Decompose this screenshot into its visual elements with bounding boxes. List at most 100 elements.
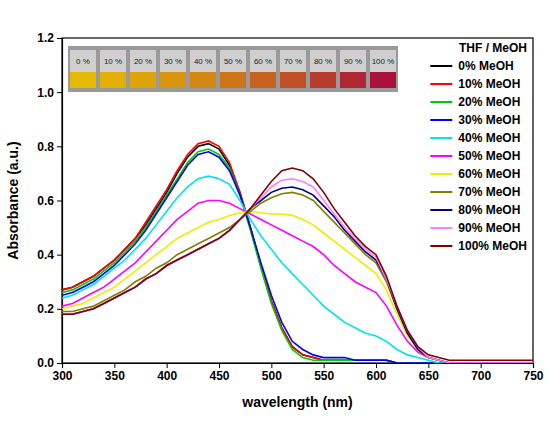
x-tick-mark xyxy=(167,363,168,368)
y-tick-label: 1.0 xyxy=(37,86,54,100)
x-tick-label: 600 xyxy=(366,369,386,383)
vial-solution xyxy=(70,72,96,88)
legend-swatch xyxy=(430,101,452,103)
y-tick: 1.0 xyxy=(37,86,62,100)
vial-top xyxy=(370,50,396,72)
legend-label: 80% MeOH xyxy=(458,203,520,217)
legend-swatch xyxy=(430,209,452,211)
x-tick: 550 xyxy=(314,363,334,383)
y-tick-mark xyxy=(57,363,62,364)
vial-solution xyxy=(340,72,366,88)
x-tick-mark xyxy=(376,363,377,368)
x-tick-label: 450 xyxy=(209,369,229,383)
x-tick: 500 xyxy=(262,363,282,383)
vial-solution xyxy=(310,72,336,88)
legend: THF / MeOH0% MeOH10% MeOH20% MeOH30% MeO… xyxy=(430,41,527,253)
lines xyxy=(62,141,533,363)
vial-label: 0 % xyxy=(76,57,90,66)
legend-swatch xyxy=(430,137,452,139)
y-tick-mark xyxy=(57,92,62,93)
series-line xyxy=(62,144,533,363)
x-tick-label: 750 xyxy=(523,369,543,383)
vial-top xyxy=(340,50,366,72)
x-tick-mark xyxy=(114,363,115,368)
legend-label: 0% MeOH xyxy=(458,59,513,73)
legend-label: 70% MeOH xyxy=(458,185,520,199)
x-tick-label: 550 xyxy=(314,369,334,383)
legend-label: 30% MeOH xyxy=(458,113,520,127)
vial-label: 30 % xyxy=(164,57,182,66)
vial-solution xyxy=(100,72,126,88)
y-tick-mark xyxy=(57,201,62,202)
x-tick-label: 300 xyxy=(52,369,72,383)
series-line xyxy=(62,192,533,363)
y-tick: 0.0 xyxy=(37,356,62,370)
y-tick: 0.4 xyxy=(37,248,62,262)
x-tick-label: 350 xyxy=(105,369,125,383)
series-line xyxy=(62,141,533,363)
series-line xyxy=(62,201,533,364)
vial-solution xyxy=(250,72,276,88)
vial-solution xyxy=(130,72,156,88)
vial-top xyxy=(190,50,216,72)
legend-swatch xyxy=(430,173,452,175)
series-line xyxy=(62,179,533,363)
legend-swatch xyxy=(430,65,452,67)
x-axis-title: wavelength (nm) xyxy=(241,394,352,410)
y-axis: 0.0 0.2 0.4 0.6 0.8 1.0 1.2 xyxy=(37,31,62,370)
x-tick-mark xyxy=(533,363,534,368)
vial-label: 20 % xyxy=(134,57,152,66)
x-tick-mark xyxy=(481,363,482,368)
vial-label: 60 % xyxy=(254,57,272,66)
x-tick-label: 700 xyxy=(471,369,491,383)
legend-swatch xyxy=(430,155,452,157)
y-tick-mark xyxy=(57,309,62,310)
series-line xyxy=(62,152,533,363)
vial-solution xyxy=(370,72,396,88)
y-axis-line xyxy=(57,39,63,364)
y-tick-label: 0.4 xyxy=(37,248,54,262)
series-line xyxy=(62,211,533,363)
legend-label: 40% MeOH xyxy=(458,131,520,145)
vial-label: 90 % xyxy=(344,57,362,66)
vial-label: 10 % xyxy=(104,57,122,66)
legend-swatch xyxy=(430,191,452,193)
y-tick-label: 0.2 xyxy=(37,302,54,316)
vial-label: 50 % xyxy=(224,57,242,66)
legend-swatch xyxy=(430,119,452,121)
vial-solution xyxy=(280,72,306,88)
y-tick-label: 1.2 xyxy=(37,31,54,45)
x-tick: 400 xyxy=(157,363,177,383)
legend-label: 90% MeOH xyxy=(458,221,520,235)
legend-swatch xyxy=(430,227,452,229)
legend-label: 60% MeOH xyxy=(458,167,520,181)
y-tick-label: 0.8 xyxy=(37,140,54,154)
vial-solution xyxy=(190,72,216,88)
x-axis-line xyxy=(63,364,534,369)
vial-label: 80 % xyxy=(314,57,332,66)
vial-top xyxy=(280,50,306,72)
y-tick: 0.6 xyxy=(37,194,62,208)
chart: 3003504004505005506006507007500.00.20.40… xyxy=(0,0,555,421)
vial-label: 100 % xyxy=(372,57,395,66)
series-line xyxy=(62,168,533,360)
series-line xyxy=(62,149,533,363)
x-tick-label: 500 xyxy=(262,369,282,383)
x-tick-label: 650 xyxy=(419,369,439,383)
y-tick-mark xyxy=(57,146,62,147)
vial-label: 70 % xyxy=(284,57,302,66)
inset-photo: 0 %10 %20 %30 %40 %50 %60 %70 %80 %90 %1… xyxy=(68,46,398,92)
plot-frame xyxy=(62,38,533,363)
vial-top xyxy=(220,50,246,72)
x-tick: 350 xyxy=(105,363,125,383)
y-tick: 0.8 xyxy=(37,140,62,154)
x-tick-mark xyxy=(271,363,272,368)
vial-solution xyxy=(160,72,186,88)
x-tick: 450 xyxy=(209,363,229,383)
series-line xyxy=(62,176,533,363)
legend-label: 20% MeOH xyxy=(458,95,520,109)
vial-solution xyxy=(220,72,246,88)
x-tick-mark xyxy=(324,363,325,368)
x-tick: 600 xyxy=(366,363,386,383)
x-tick: 300 xyxy=(52,363,72,383)
